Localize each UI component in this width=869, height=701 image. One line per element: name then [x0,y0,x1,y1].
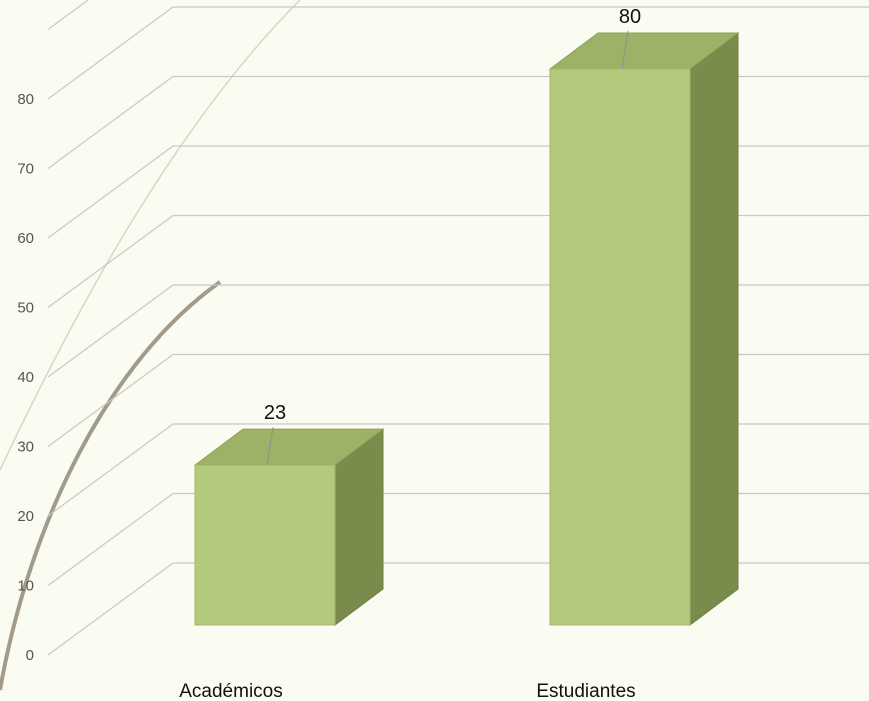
gridline-depth-1 [47,493,174,586]
gridline-depth-0 [47,562,174,656]
gridline-depth-8 [47,6,174,100]
gridline-depth-5 [47,215,174,308]
data-label: 23 [264,402,286,424]
bar-front [194,464,336,626]
y-tick-label: 70 [17,161,34,178]
y-axis-ticks: 0 10 20 30 40 50 60 70 80 [17,91,34,664]
y-tick-label: 40 [17,369,34,386]
gridline-depth-2 [47,423,174,517]
bars [193,32,740,626]
gridlines [47,0,869,656]
bar-front [549,68,691,626]
decor-arc-thick [0,280,222,691]
y-tick-label: 10 [17,578,34,595]
y-tick-label: 50 [17,300,34,317]
y-tick-label: 20 [17,508,34,525]
y-tick-label: 0 [26,647,34,664]
gridline-depth-4 [47,284,174,378]
data-label-leader [621,30,629,70]
gridline-depth-3 [47,354,174,447]
category-label: Estudiantes [536,681,635,701]
gridline-depth-top [47,0,90,30]
bar-2 [548,32,740,626]
y-tick-label: 80 [17,91,34,108]
data-labels: 23 80 [264,6,641,466]
decorative-arcs [0,0,301,691]
category-label: Académicos [179,681,283,701]
bar-1 [193,428,385,626]
data-label: 80 [619,6,641,28]
decor-arc-thin [0,0,301,471]
y-tick-label: 60 [17,230,34,247]
gridline-depth-7 [47,76,174,169]
y-tick-label: 30 [17,439,34,456]
data-label-leader [266,427,274,466]
gridline-depth-6 [47,145,174,239]
category-labels: Académicos Estudiantes [179,681,635,701]
bar-side [689,32,739,626]
